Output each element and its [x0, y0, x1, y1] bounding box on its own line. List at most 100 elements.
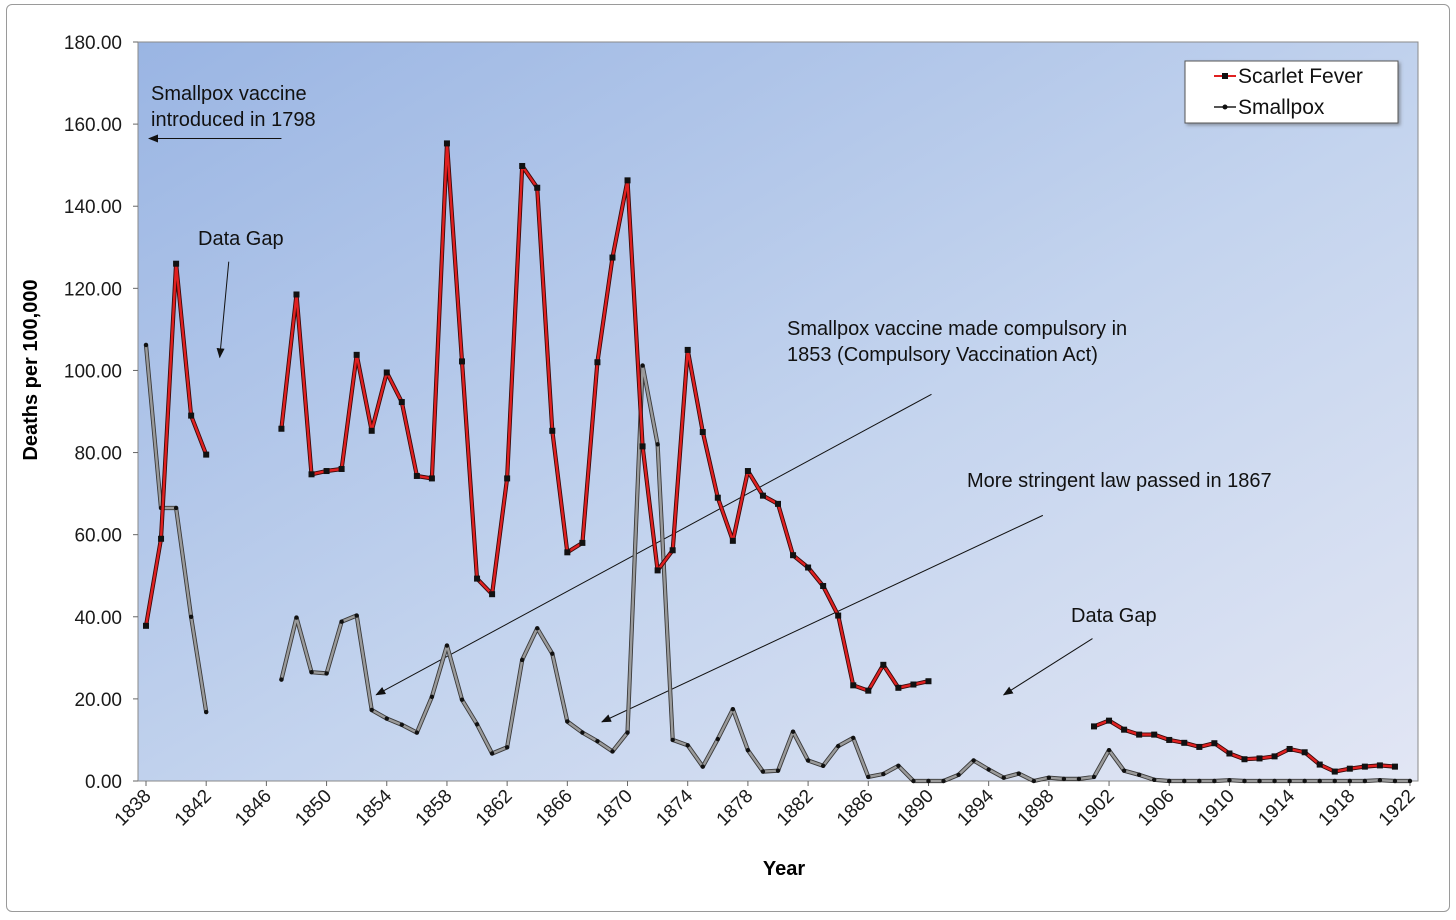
- legend-label-scarlet-fever: Scarlet Fever: [1238, 65, 1363, 88]
- annotation-text: More stringent law passed in 1867: [967, 470, 1272, 492]
- data-point-smallpox: [640, 363, 645, 368]
- data-point-smallpox: [1136, 772, 1142, 778]
- data-point-scarlet-fever: [368, 427, 375, 434]
- data-point-smallpox: [535, 626, 540, 631]
- y-axis-title: Deaths per 100,000: [20, 279, 42, 460]
- data-point-smallpox: [324, 671, 329, 676]
- data-point-smallpox: [1121, 768, 1127, 773]
- data-point-scarlet-fever: [1091, 723, 1097, 730]
- x-tick-label: 1898: [1014, 786, 1059, 831]
- y-tick-label: 180.00: [64, 33, 122, 54]
- y-tick-label: 0.00: [85, 772, 122, 793]
- data-point-scarlet-fever: [413, 472, 420, 479]
- data-point-scarlet-fever: [925, 678, 932, 685]
- data-point-scarlet-fever: [1316, 761, 1323, 768]
- data-point-smallpox: [279, 677, 284, 682]
- data-point-scarlet-fever: [398, 399, 405, 406]
- data-point-scarlet-fever: [564, 549, 571, 556]
- data-point-smallpox: [580, 730, 585, 735]
- data-point-smallpox: [459, 697, 465, 702]
- data-point-smallpox: [926, 778, 931, 784]
- data-point-scarlet-fever: [609, 254, 616, 261]
- data-point-smallpox: [1046, 775, 1052, 780]
- data-point-smallpox: [1091, 774, 1097, 780]
- data-point-scarlet-fever: [353, 351, 360, 358]
- data-point-smallpox: [143, 342, 149, 348]
- data-point-smallpox: [760, 769, 766, 774]
- data-point-smallpox: [188, 614, 194, 619]
- data-point-smallpox: [655, 442, 660, 447]
- data-point-scarlet-fever: [910, 681, 917, 688]
- x-tick-label: 1862: [472, 786, 517, 831]
- data-point-smallpox: [354, 613, 359, 618]
- data-point-smallpox: [1031, 778, 1037, 784]
- annotation-arrow: [1002, 638, 1093, 696]
- legend-label-smallpox: Smallpox: [1238, 96, 1325, 119]
- x-tick-label: 1850: [291, 786, 336, 831]
- data-point-scarlet-fever: [203, 451, 210, 458]
- data-point-smallpox: [489, 751, 495, 756]
- x-tick-label: 1870: [592, 786, 637, 831]
- data-point-scarlet-fever: [775, 500, 781, 507]
- data-point-scarlet-fever: [338, 465, 345, 472]
- data-point-scarlet-fever: [1361, 763, 1368, 770]
- data-point-smallpox: [1076, 776, 1082, 782]
- data-point-smallpox: [941, 778, 946, 784]
- data-point-scarlet-fever: [790, 552, 797, 559]
- x-tick-label: 1882: [773, 786, 818, 831]
- data-point-scarlet-fever: [278, 425, 285, 432]
- data-point-scarlet-fever: [188, 412, 195, 419]
- x-tick-label: 1858: [412, 786, 457, 831]
- data-point-smallpox: [790, 729, 796, 734]
- legend-box: [1184, 60, 1399, 124]
- data-point-smallpox: [775, 768, 781, 773]
- data-point-scarlet-fever: [308, 471, 315, 478]
- data-point-smallpox: [1212, 778, 1217, 784]
- data-point-scarlet-fever: [895, 684, 902, 691]
- data-point-smallpox: [851, 735, 856, 741]
- data-point-smallpox: [1197, 778, 1202, 784]
- data-point-smallpox: [1347, 778, 1353, 784]
- data-point-smallpox: [369, 707, 374, 713]
- data-point-scarlet-fever: [1376, 762, 1383, 769]
- series-scarlet-fever-line: [280, 142, 930, 692]
- data-point-scarlet-fever: [1391, 763, 1398, 770]
- x-tick-label: 1878: [713, 786, 758, 831]
- data-point-smallpox: [1016, 771, 1021, 776]
- data-point-smallpox: [1151, 777, 1157, 782]
- data-point-smallpox: [414, 730, 420, 735]
- data-point-smallpox: [1227, 777, 1232, 783]
- x-tick-label: 1890: [893, 786, 938, 831]
- annotation-arrow: [216, 261, 230, 359]
- data-point-smallpox: [1272, 778, 1277, 784]
- data-point-scarlet-fever: [158, 535, 165, 542]
- x-tick-label: 1906: [1134, 786, 1179, 831]
- data-point-scarlet-fever: [459, 358, 465, 365]
- data-point-scarlet-fever: [1196, 743, 1203, 750]
- data-point-smallpox: [444, 643, 450, 648]
- data-point-scarlet-fever: [865, 687, 872, 694]
- data-point-smallpox: [1182, 778, 1187, 784]
- data-point-smallpox: [203, 709, 209, 715]
- x-tick-label: 1910: [1194, 786, 1239, 831]
- data-point-smallpox: [309, 670, 314, 675]
- data-point-smallpox: [625, 730, 630, 735]
- legend: Scarlet Fever Smallpox: [1184, 60, 1399, 124]
- data-point-smallpox: [565, 719, 570, 724]
- data-point-smallpox: [1392, 778, 1398, 784]
- data-point-smallpox: [1332, 778, 1337, 784]
- x-tick-label: 1854: [352, 785, 397, 830]
- y-tick-label: 120.00: [64, 279, 122, 300]
- data-point-scarlet-fever: [1256, 755, 1263, 762]
- y-axis: 0.00 20.00 40.00 60.00 80.00 100.00 120.00 140.…: [64, 33, 138, 793]
- data-point-smallpox: [1242, 778, 1247, 784]
- data-point-scarlet-fever: [489, 591, 496, 598]
- data-point-smallpox: [835, 743, 841, 749]
- data-point-smallpox: [294, 615, 299, 620]
- data-point-smallpox: [986, 767, 991, 772]
- data-point-smallpox: [1317, 778, 1322, 784]
- data-point-scarlet-fever: [624, 177, 631, 184]
- x-tick-label: 1902: [1074, 786, 1119, 831]
- y-tick-label: 40.00: [74, 608, 122, 629]
